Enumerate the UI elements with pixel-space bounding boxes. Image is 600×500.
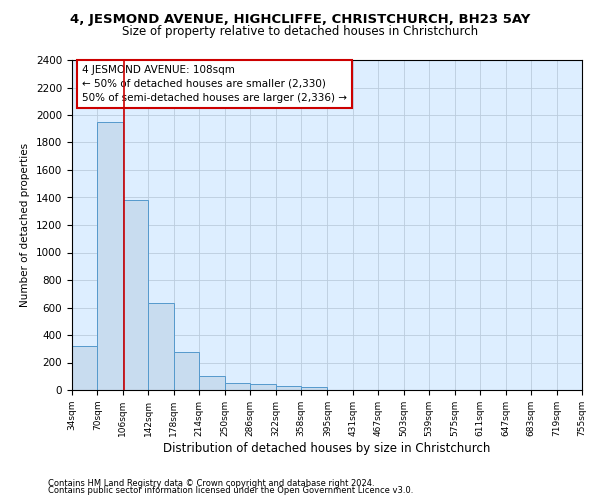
Y-axis label: Number of detached properties: Number of detached properties <box>20 143 31 307</box>
Bar <box>250 384 276 390</box>
Bar <box>276 386 301 390</box>
Text: Contains HM Land Registry data © Crown copyright and database right 2024.: Contains HM Land Registry data © Crown c… <box>48 478 374 488</box>
Bar <box>148 304 174 390</box>
Text: 4 JESMOND AVENUE: 108sqm
← 50% of detached houses are smaller (2,330)
50% of sem: 4 JESMOND AVENUE: 108sqm ← 50% of detach… <box>82 65 347 103</box>
Text: Size of property relative to detached houses in Christchurch: Size of property relative to detached ho… <box>122 25 478 38</box>
Bar <box>199 376 225 390</box>
Bar <box>123 200 148 390</box>
Bar <box>174 352 199 390</box>
Bar <box>72 346 97 390</box>
Bar <box>225 383 250 390</box>
Bar <box>97 122 123 390</box>
Text: Contains public sector information licensed under the Open Government Licence v3: Contains public sector information licen… <box>48 486 413 495</box>
Bar <box>301 387 328 390</box>
X-axis label: Distribution of detached houses by size in Christchurch: Distribution of detached houses by size … <box>163 442 491 454</box>
Text: 4, JESMOND AVENUE, HIGHCLIFFE, CHRISTCHURCH, BH23 5AY: 4, JESMOND AVENUE, HIGHCLIFFE, CHRISTCHU… <box>70 12 530 26</box>
